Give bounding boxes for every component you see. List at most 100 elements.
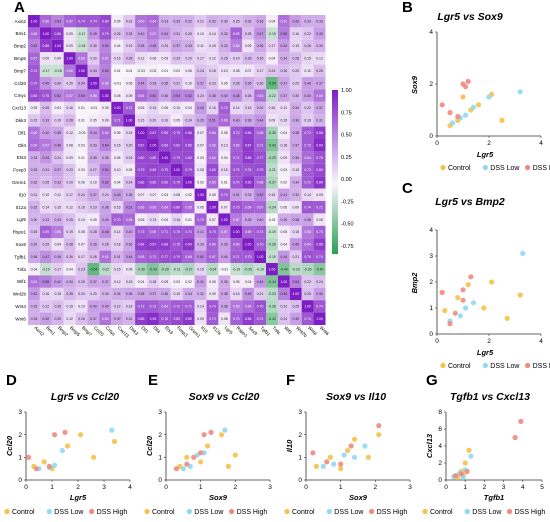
heatmap-cell-value: 0.12 (114, 280, 121, 284)
data-point (455, 113, 461, 120)
heatmap-cell (147, 89, 159, 102)
heatmap-cell-value: 0.36 (31, 255, 38, 259)
heatmap-row-label: Il12a (16, 205, 26, 210)
x-tick-label: 2 (374, 484, 378, 491)
heatmap-cell (39, 89, 52, 102)
heatmap-cell-value: 0.14 (304, 193, 311, 197)
heatmap-cell-value: 1.00 (31, 19, 38, 23)
heatmap-cell (289, 15, 302, 28)
heatmap-cell (194, 163, 207, 177)
heatmap-cell (123, 77, 136, 90)
heatmap-cell (206, 126, 219, 139)
heatmap-cell-value: 0.48 (233, 94, 240, 98)
heatmap-cell (170, 312, 183, 325)
heatmap-cell (51, 15, 64, 28)
heatmap-cell (28, 213, 40, 226)
panel-letter-f: F (286, 372, 295, 389)
heatmap-cell (266, 15, 278, 28)
heatmap-cell-value: 0.71 (162, 230, 169, 234)
heatmap-cell-value: 0.07 (197, 143, 204, 147)
heatmap-cell-value: 1.00 (90, 81, 97, 85)
data-point (481, 305, 487, 311)
heatmap-cell-value: 0.25 (31, 230, 38, 234)
heatmap-cell (194, 250, 207, 263)
y-tick-label: 3 (429, 253, 433, 260)
heatmap-cell-value: 0.52 (197, 255, 204, 259)
heatmap-cell (301, 151, 314, 164)
heatmap-cell-value: 0.04 (221, 156, 228, 160)
heatmap-cell (313, 101, 326, 115)
heatmap-cell-value: 0.25 (245, 32, 252, 36)
heatmap-cell (51, 287, 64, 301)
heatmap-cell (123, 27, 136, 40)
heatmap-cell (99, 287, 112, 301)
heatmap-cell-value: 0.87 (150, 131, 157, 135)
heatmap-cell (147, 151, 159, 164)
heatmap-cell (111, 163, 124, 177)
heatmap-cell (75, 64, 88, 77)
heatmap-cell (230, 263, 243, 276)
heatmap-cell (75, 27, 88, 40)
heatmap-cell-value: 0.87 (245, 143, 252, 147)
heatmap-cell (313, 275, 326, 288)
heatmap-cell (63, 300, 76, 313)
heatmap-cell (277, 27, 290, 40)
heatmap-cell-value: 0.12 (66, 131, 73, 135)
heatmap-cell (75, 225, 88, 239)
heatmap-cell-value: 0.22 (126, 19, 133, 23)
heatmap-cell-value: 0.15 (292, 230, 299, 234)
data-point (345, 447, 351, 454)
heatmap-cell (301, 126, 314, 139)
heatmap-cell-value: 0.24 (102, 193, 109, 197)
heatmap-cell (75, 52, 88, 65)
heatmap-cell-value: 0.52 (102, 181, 109, 185)
heatmap-cell (135, 225, 147, 239)
heatmap-cell (123, 225, 136, 239)
data-point (476, 102, 482, 108)
heatmap-cell-value: 0.74 (233, 181, 240, 185)
heatmap-cell-value: 0.01 (162, 69, 169, 73)
heatmap-cell-value: 0.37 (102, 280, 109, 284)
heatmap-cell-value: 0.37 (292, 143, 299, 147)
heatmap-cell (147, 139, 159, 152)
heatmap-cell-value: 0.70 (233, 317, 240, 321)
heatmap-cell (170, 275, 183, 288)
heatmap-cell-value: 0.17 (197, 57, 204, 61)
heatmap-cell (87, 312, 100, 325)
heatmap-cell-value: 0.10 (43, 193, 50, 197)
x-tick-label: 1 (199, 484, 203, 491)
chart-title: Lgr5 vs Bmp2 (435, 196, 505, 208)
heatmap-cell-value: 0.80 (162, 143, 169, 147)
heatmap-cell-value: 0.07 (209, 218, 216, 222)
heatmap-cell-value: 0.30 (90, 44, 97, 48)
legend-marker (369, 508, 375, 515)
x-tick-label: 3 (502, 484, 506, 491)
data-point (331, 461, 337, 467)
heatmap-cell-value: -0.40 (268, 317, 276, 321)
heatmap-cell (266, 287, 278, 301)
y-tick-label: 2 (158, 432, 162, 439)
heatmap-cell-value: 0.05 (90, 218, 97, 222)
heatmap-cell (266, 77, 278, 90)
data-point (65, 443, 71, 449)
heatmap-col-label: Wnt6 (319, 325, 330, 336)
heatmap-cell (194, 275, 207, 288)
heatmap-cell-value: 0.25 (66, 218, 73, 222)
heatmap-col-label: Cxcl13 (117, 325, 131, 339)
heatmap-cell-value: 0.86 (138, 181, 145, 185)
heatmap-cell-value: 0.74 (185, 230, 192, 234)
heatmap-cell (289, 151, 302, 164)
heatmap-cell (99, 300, 112, 313)
heatmap-cell-value: 0.40 (316, 292, 323, 296)
heatmap-cell-value: 0.70 (316, 230, 323, 234)
heatmap-cell (111, 176, 124, 189)
heatmap-cell-value: 0.28 (66, 119, 73, 123)
heatmap-cell (99, 263, 112, 276)
heatmap-cell (123, 39, 136, 53)
heatmap-cell (158, 287, 171, 301)
y-axis-label: Sox9 (410, 75, 419, 94)
heatmap-cell-value: 0.25 (185, 32, 192, 36)
heatmap-cell-value: 0.38 (292, 218, 299, 222)
heatmap-cell (123, 151, 136, 164)
legend-marker (525, 164, 531, 171)
